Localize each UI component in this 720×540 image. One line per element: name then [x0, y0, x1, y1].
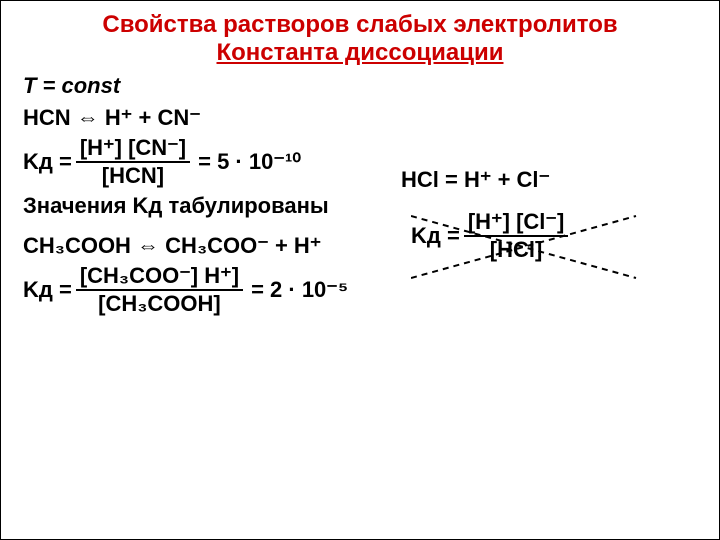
t-const: T = const — [23, 73, 719, 99]
hcn-equation: HCN ⇔ H⁺ + CN⁻ — [23, 105, 719, 131]
right-column: HCl = H⁺ + Cl⁻ Kд = [H⁺] [Cl⁻] [HCl] — [401, 161, 701, 283]
kd-denominator: [HCN] — [98, 165, 168, 187]
kd2-value: = 2 · 10⁻⁵ — [251, 277, 348, 303]
title-line-2: Константа диссоциации — [1, 39, 719, 67]
kd2-numerator: [CH₃COO⁻] H⁺] — [76, 265, 243, 287]
hcl-equation: HCl = H⁺ + Cl⁻ — [401, 167, 701, 193]
kdr-denominator: [HCl] — [486, 239, 547, 261]
crossed-out-kd: Kд = [H⁺] [Cl⁻] [HCl] — [411, 211, 641, 283]
kd-label: Kд = — [23, 149, 72, 175]
kd2-denominator: [CH₃COOH] — [94, 293, 225, 315]
kd2-label: Kд = — [23, 277, 72, 303]
kdr-numerator: [H⁺] [Cl⁻] — [464, 211, 569, 233]
kd-value: = 5 · 10⁻¹⁰ — [198, 149, 301, 175]
kd-numerator: [H⁺] [CN⁻] — [76, 137, 190, 159]
kdr-label: Kд = — [411, 223, 460, 249]
title-line-1: Свойства растворов слабых электролитов — [1, 11, 719, 39]
